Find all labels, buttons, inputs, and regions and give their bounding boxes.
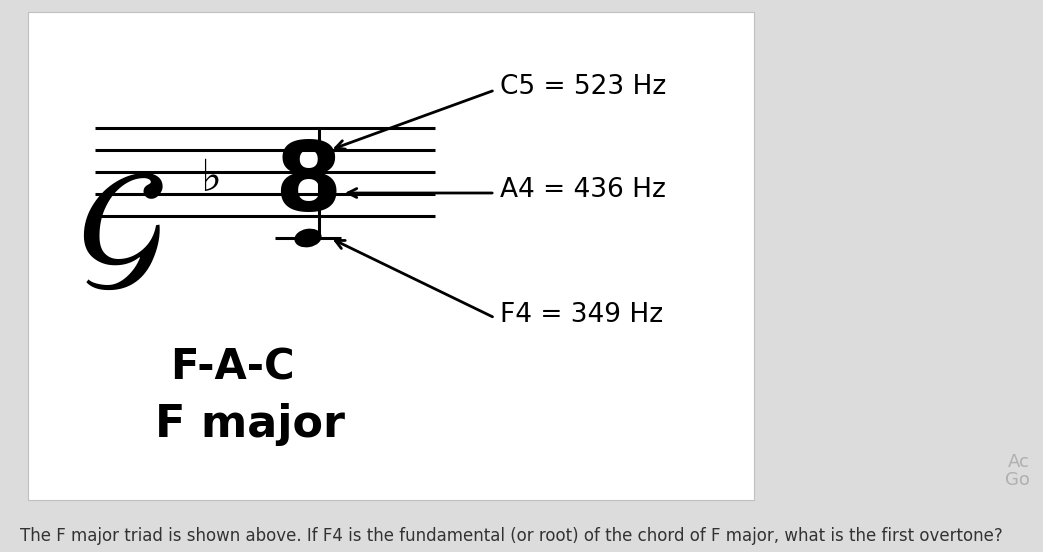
Text: 8: 8 [274,139,342,231]
Text: F major: F major [155,404,345,447]
Text: The F major triad is shown above. If F4 is the fundamental (or root) of the chor: The F major triad is shown above. If F4 … [20,527,1002,545]
Text: $\flat$: $\flat$ [200,157,220,199]
Text: F4 = 349 Hz: F4 = 349 Hz [500,302,663,328]
Ellipse shape [295,229,321,247]
Text: A4 = 436 Hz: A4 = 436 Hz [500,177,665,203]
Text: C5 = 523 Hz: C5 = 523 Hz [500,74,666,100]
Bar [28,12,754,500]
Text: $\mathcal{G}$: $\mathcal{G}$ [77,160,164,300]
Text: F-A-C: F-A-C [170,347,294,389]
Text: Go: Go [1005,471,1030,489]
Text: Ac: Ac [1009,453,1030,471]
